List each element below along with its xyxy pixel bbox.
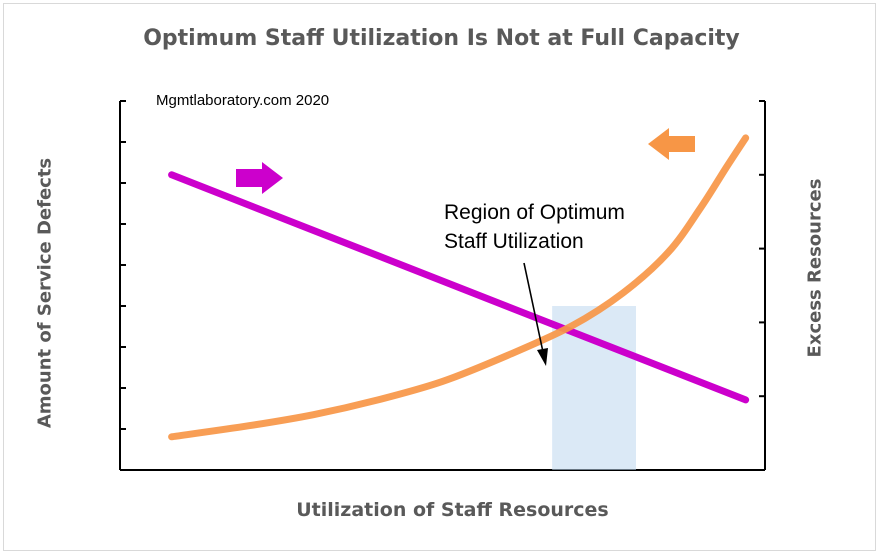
pointer-head (537, 348, 548, 366)
region-label-line-1: Region of Optimum (444, 201, 625, 224)
series-line-excess-resources (168, 134, 750, 441)
chart-title: Optimum Staff Utilization Is Not at Full… (143, 26, 740, 51)
region-label: Region of Optimum Staff Utilization (444, 198, 625, 256)
chart-frame (3, 3, 876, 551)
optimum-region-highlight (552, 306, 636, 470)
x-axis-label: Utilization of Staff Resources (296, 499, 609, 521)
axes (119, 100, 766, 471)
credit-annotation: Mgmtlaboratory.com 2020 (156, 92, 330, 109)
arrow-left-icon (648, 128, 695, 160)
pointer-line (523, 262, 544, 353)
series-line-defects (168, 171, 750, 404)
region-label-line-2: Staff Utilization (444, 230, 584, 253)
direction-arrows (236, 128, 695, 194)
region-pointer-arrow (523, 262, 548, 366)
arrow-right-icon (236, 162, 283, 194)
